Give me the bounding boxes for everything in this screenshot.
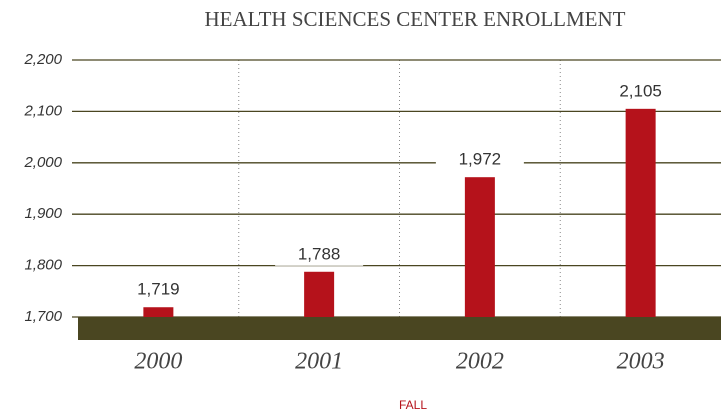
value-label-bg [435,149,524,172]
bar [304,271,335,317]
base-band [78,317,721,340]
y-tick-label: 2,100 [23,102,62,119]
value-label-bg [275,243,364,266]
bar [143,307,174,317]
value-label-bg [114,279,203,302]
x-tick-label: 2000 [134,349,182,375]
x-tick-label: 2003 [617,349,665,375]
y-tick-label: 1,700 [24,308,62,325]
bar [625,108,656,317]
value-label: 1,788 [298,244,341,263]
value-label: 1,972 [459,150,502,169]
value-label-bg [596,80,685,103]
y-tick-label: 1,900 [24,205,62,222]
x-tick-label: 2002 [456,349,504,375]
value-label: 2,105 [619,81,662,100]
chart-title: HEALTH SCIENCES CENTER ENROLLMENT [205,7,626,31]
y-tick-label: 2,000 [23,154,62,171]
bar [464,177,495,317]
y-tick-label: 2,200 [23,51,62,68]
x-tick-label: 2001 [295,349,343,375]
y-tick-label: 1,800 [24,257,62,274]
value-label: 1,719 [137,280,180,299]
x-axis-label: FALL [399,398,427,412]
